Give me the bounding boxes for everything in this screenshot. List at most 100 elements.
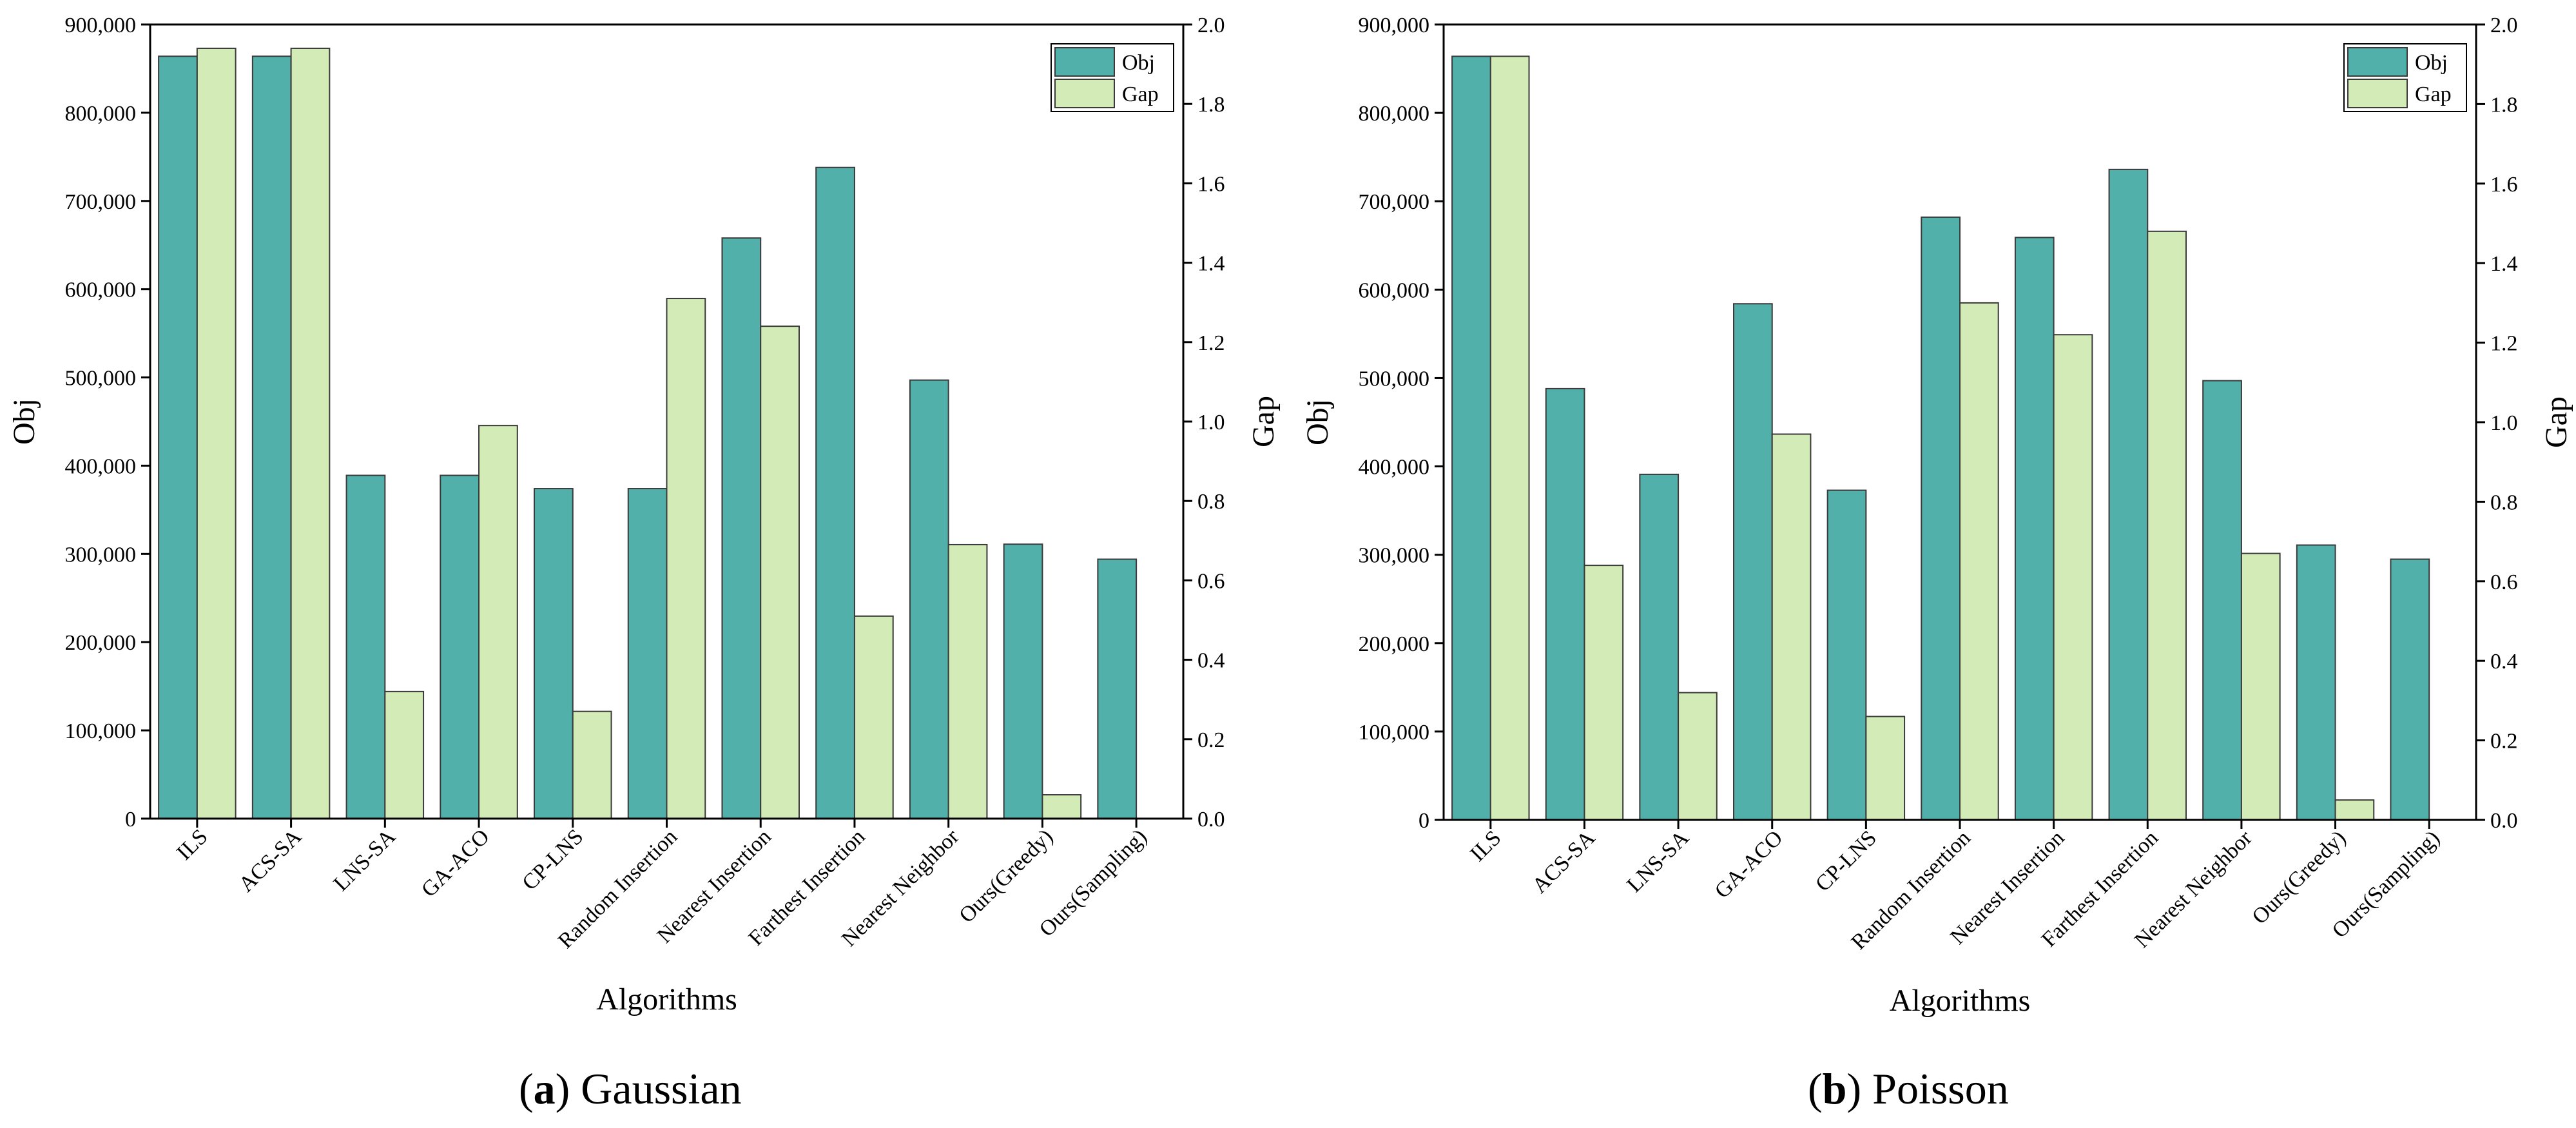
y2-tick-label-3: 0.6: [2490, 570, 2518, 594]
bar-gap-0: [196, 47, 237, 820]
y-tick-label-2: 200,000: [65, 631, 137, 655]
bar-obj-10: [2390, 558, 2430, 821]
y-tick-label-5: 500,000: [65, 367, 137, 391]
legend-label-obj: Obj: [1122, 51, 1155, 75]
bar-obj-10: [1097, 558, 1138, 820]
bar-gap-8: [2240, 552, 2281, 821]
category-label-1: ACS-SA: [235, 824, 307, 897]
y-tick-label-1: 100,000: [1359, 721, 1430, 744]
y-tick-label-8: 800,000: [1359, 102, 1430, 126]
bar-gap-1: [1583, 565, 1624, 821]
y-tick-label-4: 400,000: [1359, 456, 1430, 480]
y-tick-label-4: 400,000: [65, 454, 137, 478]
y2-tick-label-2: 0.4: [2490, 650, 2518, 674]
legend-swatch-gap: [1054, 79, 1115, 108]
bar-gap-9: [2334, 799, 2375, 821]
bar-gap-7: [853, 615, 894, 820]
y-tick-label-5: 500,000: [1359, 367, 1430, 391]
x-axis-title: Algorithms: [596, 982, 737, 1016]
y2-tick-label-7: 1.4: [2490, 252, 2518, 276]
bar-gap-3: [478, 425, 518, 819]
bar-obj-8: [2202, 380, 2242, 821]
y2-tick-label-7: 1.4: [1197, 252, 1225, 276]
legend-label-gap: Gap: [2415, 83, 2452, 106]
y2-tick-label-4: 0.8: [1197, 490, 1225, 514]
bar-obj-7: [815, 166, 855, 819]
y-tick-label-0: 0: [1419, 809, 1429, 833]
y-tick-label-8: 800,000: [65, 102, 137, 126]
y2-tick-label-9: 1.8: [2490, 93, 2518, 117]
y-tick-label-2: 200,000: [1359, 632, 1430, 656]
bar-obj-6: [2014, 237, 2055, 821]
figure-caption: (b) Poisson: [1808, 1064, 2009, 1113]
category-label-9: Ours(Greedy): [954, 824, 1058, 928]
bar-obj-0: [1451, 55, 1491, 821]
y2-tick-label-6: 1.2: [2490, 332, 2518, 356]
y-tick-label-0: 0: [125, 808, 136, 831]
category-label-9: Ours(Greedy): [2248, 826, 2351, 929]
y-axis-title: Obj: [1301, 399, 1335, 445]
bar-gap-4: [572, 710, 612, 820]
bar-obj-0: [158, 55, 198, 819]
bar-gap-7: [2147, 230, 2187, 821]
bar-gap-8: [947, 543, 988, 820]
legend-label-obj: Obj: [2415, 51, 2448, 75]
y2-tick-label-1: 0.2: [2490, 730, 2518, 754]
category-label-1: ACS-SA: [1527, 826, 1600, 898]
bar-obj-1: [1545, 387, 1585, 821]
y2-tick-label-4: 0.8: [2490, 491, 2518, 514]
bar-gap-2: [384, 690, 425, 819]
bar-obj-9: [2296, 544, 2336, 821]
bar-gap-2: [1678, 692, 1718, 821]
y-tick-label-7: 700,000: [1359, 190, 1430, 214]
bar-gap-3: [1771, 433, 1812, 821]
y-tick-label-9: 900,000: [65, 14, 137, 37]
category-label-0: ILS: [172, 824, 212, 864]
bar-obj-4: [1826, 489, 1867, 821]
category-label-4: CP-LNS: [1811, 826, 1881, 896]
bar-obj-9: [1003, 543, 1043, 820]
y2-tick-label-5: 1.0: [2490, 411, 2518, 435]
bar-obj-8: [909, 379, 949, 819]
bar-obj-5: [627, 488, 668, 820]
y-tick-label-6: 600,000: [65, 278, 137, 302]
legend-swatch-obj: [2347, 47, 2408, 77]
category-label-3: GA-ACO: [1710, 826, 1788, 903]
y2-tick-label-3: 0.6: [1197, 569, 1225, 593]
y2-tick-label-10: 2.0: [2490, 14, 2518, 37]
bar-gap-5: [1959, 302, 1999, 821]
y2-tick-label-10: 2.0: [1197, 14, 1225, 37]
y-tick-label-3: 300,000: [65, 543, 137, 567]
bar-gap-5: [666, 298, 706, 820]
bar-gap-6: [2053, 334, 2093, 821]
bar-gap-4: [1865, 715, 1906, 821]
bar-obj-7: [2108, 168, 2149, 821]
y2-tick-label-6: 1.2: [1197, 331, 1225, 355]
bar-obj-1: [251, 55, 292, 819]
y-tick-label-9: 900,000: [1359, 14, 1430, 37]
y2-tick-label-5: 1.0: [1197, 411, 1225, 434]
y-axis-title: Obj: [7, 398, 41, 445]
category-label-3: GA-ACO: [417, 824, 494, 902]
y2-axis-title: Gap: [2539, 396, 2573, 448]
y2-axis-title: Gap: [1246, 396, 1281, 447]
bar-gap-6: [760, 326, 800, 820]
y-tick-label-1: 100,000: [65, 719, 137, 743]
y-tick-label-7: 700,000: [65, 190, 137, 214]
category-label-4: CP-LNS: [518, 824, 588, 895]
bar-gap-1: [290, 47, 331, 820]
bar-obj-4: [534, 488, 574, 820]
bar-obj-3: [1733, 303, 1773, 821]
y2-tick-label-2: 0.4: [1197, 649, 1225, 673]
bar-obj-5: [1921, 216, 1961, 821]
bar-obj-2: [345, 474, 386, 819]
y2-tick-label-1: 0.2: [1197, 728, 1225, 752]
y2-tick-label-0: 0.0: [1197, 808, 1225, 831]
bar-obj-6: [721, 237, 762, 819]
y2-tick-label-9: 1.8: [1197, 93, 1225, 117]
legend-swatch-obj: [1054, 47, 1115, 77]
y2-tick-label-8: 1.6: [2490, 173, 2518, 197]
x-axis-title: Algorithms: [1890, 984, 2031, 1018]
